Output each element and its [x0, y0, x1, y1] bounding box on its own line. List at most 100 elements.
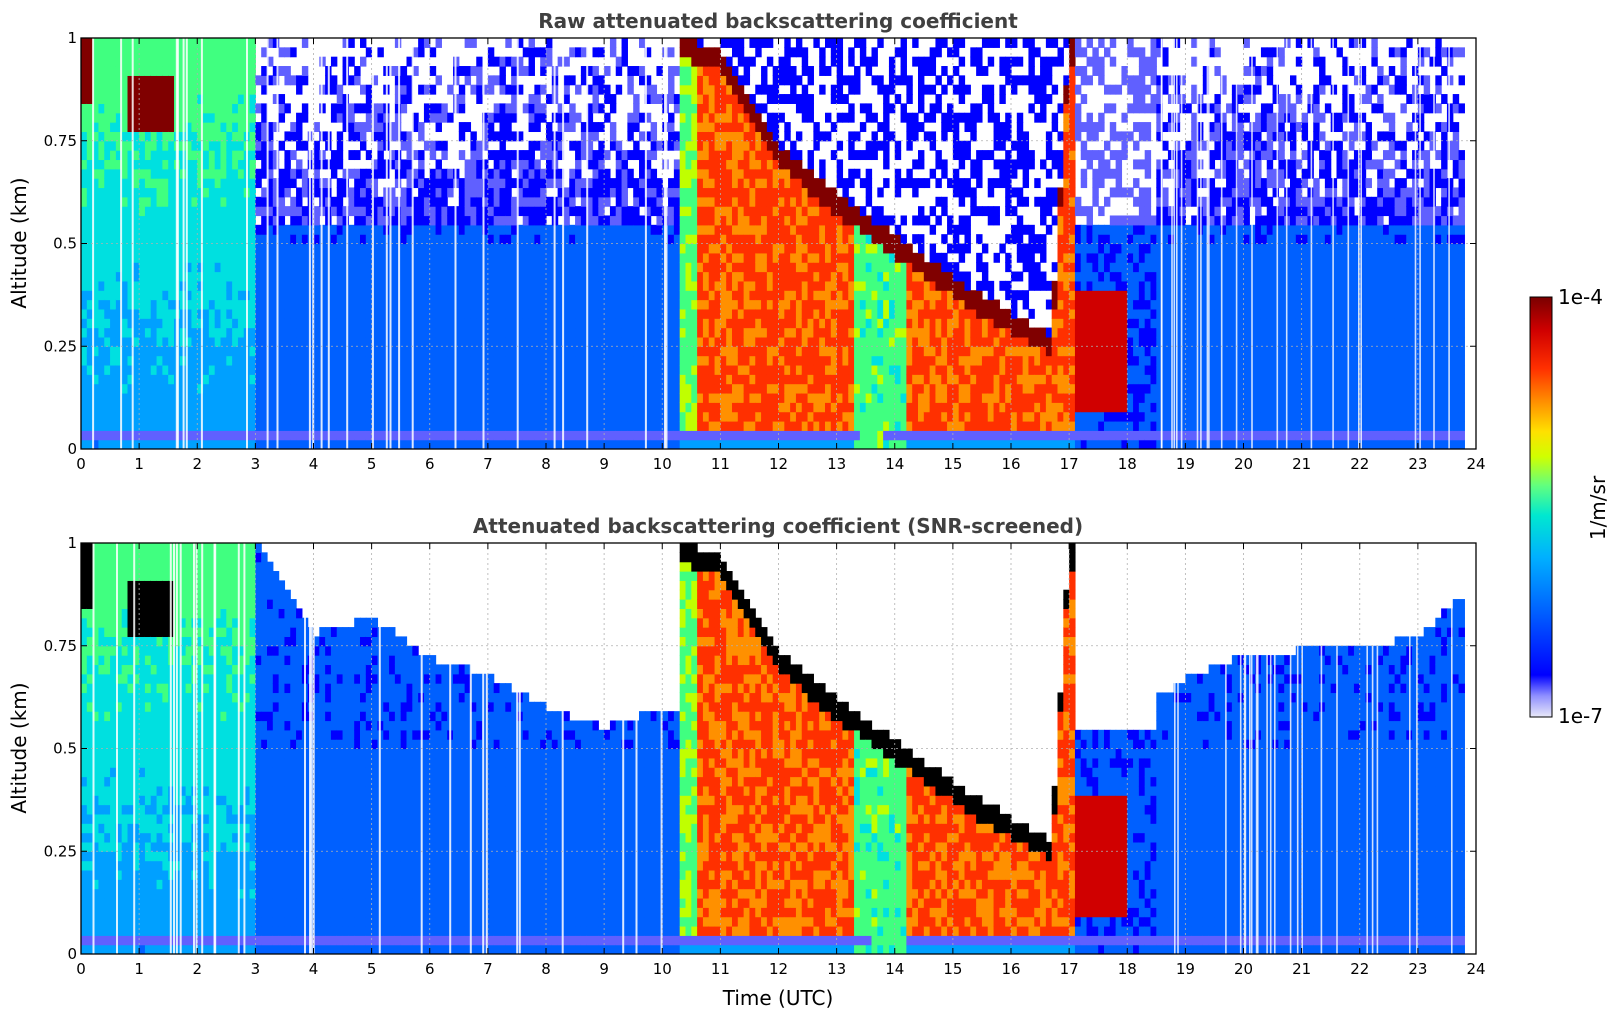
heatmap-cell: [819, 234, 826, 245]
heatmap-cell: [389, 402, 396, 413]
heatmap-cell: [92, 430, 100, 441]
heatmap-cell: [377, 420, 384, 431]
heatmap-cell: [720, 290, 727, 301]
heatmap-cell: [98, 299, 105, 310]
heatmap-cell: [470, 243, 477, 254]
heatmap-cell: [447, 252, 454, 263]
heatmap-cell: [144, 196, 152, 207]
heatmap-cell: [505, 84, 512, 95]
heatmap-cell: [284, 271, 291, 282]
heatmap-cell: [232, 299, 239, 310]
heatmap-cell: [214, 206, 222, 217]
heatmap-cell: [790, 355, 797, 366]
heatmap-cell: [732, 131, 739, 142]
heatmap-cell: [394, 224, 402, 235]
heatmap-cell: [156, 318, 163, 329]
heatmap-cell: [348, 122, 355, 133]
heatmap-cell: [249, 206, 256, 217]
heatmap-cell: [609, 215, 617, 226]
heatmap-cell: [144, 299, 152, 310]
heatmap-cell: [348, 252, 355, 263]
heatmap-cell: [110, 336, 117, 347]
heatmap-cell: [546, 178, 553, 189]
heatmap-cell: [557, 140, 565, 151]
heatmap-cell: [784, 234, 791, 245]
heatmap-cell: [360, 84, 367, 95]
heatmap-cell: [772, 187, 780, 198]
heatmap-cell: [772, 243, 780, 254]
heatmap-cell: [313, 346, 320, 357]
heatmap-cell: [429, 411, 437, 422]
heatmap-cell: [121, 439, 129, 449]
heatmap-cell: [755, 430, 762, 441]
heatmap-cell: [609, 178, 617, 189]
heatmap-cell: [778, 112, 785, 123]
heatmap-cell: [110, 430, 117, 441]
heatmap-cell: [203, 159, 210, 170]
heatmap-cell: [708, 252, 716, 263]
heatmap-cell: [673, 318, 681, 329]
heatmap-cell: [232, 38, 239, 48]
heatmap-cell: [261, 215, 268, 226]
heatmap-cell: [394, 66, 402, 76]
heatmap-cell: [464, 159, 472, 170]
heatmap-cell: [650, 327, 658, 338]
heatmap-cell: [801, 308, 809, 319]
heatmap-cell: [557, 383, 565, 394]
heatmap-cell: [330, 308, 338, 319]
heatmap-cell: [726, 84, 733, 95]
heatmap-cell: [150, 243, 158, 254]
heatmap-cell: [516, 336, 524, 347]
heatmap-cell: [586, 159, 594, 170]
heatmap-cell: [139, 271, 146, 282]
heatmap-cell: [575, 430, 582, 441]
heatmap-cell: [389, 392, 396, 403]
heatmap-cell: [784, 374, 791, 385]
heatmap-cell: [801, 56, 809, 67]
heatmap-cell: [819, 355, 826, 366]
heatmap-cell: [528, 168, 535, 179]
heatmap-cell: [499, 150, 506, 161]
heatmap-cell: [580, 364, 588, 375]
heatmap-cell: [208, 308, 216, 319]
heatmap-cell: [278, 327, 286, 338]
heatmap-cell: [139, 150, 146, 161]
heatmap-cell: [255, 131, 262, 142]
heatmap-cell: [534, 318, 541, 329]
heatmap-cell: [435, 112, 442, 123]
heatmap-cell: [586, 66, 594, 76]
heatmap-cell: [615, 66, 623, 76]
heatmap-cell: [255, 327, 262, 338]
heatmap-cell: [766, 383, 774, 394]
heatmap-cell: [133, 374, 140, 385]
heatmap-cell: [150, 215, 158, 226]
heatmap-cell: [389, 280, 396, 291]
heatmap-cell: [162, 355, 169, 366]
heatmap-cell: [784, 168, 791, 179]
heatmap-cell: [139, 234, 146, 245]
heatmap-cell: [197, 112, 204, 123]
heatmap-cell: [441, 383, 448, 394]
heatmap-cell: [714, 187, 721, 198]
heatmap-cell: [284, 374, 291, 385]
heatmap-cell: [516, 383, 524, 394]
heatmap-cell: [755, 336, 762, 347]
heatmap-cell: [377, 47, 384, 58]
heatmap-cell: [458, 103, 466, 114]
heatmap-cell: [301, 280, 309, 291]
heatmap-cell: [772, 84, 780, 95]
heatmap-cell: [127, 383, 134, 394]
heatmap-cell: [435, 75, 442, 86]
heatmap-cell: [110, 280, 117, 291]
heatmap-cell: [702, 75, 710, 86]
heatmap-cell: [272, 75, 280, 86]
heatmap-cell: [447, 187, 454, 198]
heatmap-cell: [139, 318, 146, 329]
heatmap-cell: [546, 364, 553, 375]
heatmap-cell: [679, 271, 687, 282]
heatmap-cell: [685, 196, 692, 207]
heatmap-cell: [214, 364, 222, 375]
heatmap-cell: [197, 56, 204, 67]
heatmap-cell: [429, 215, 437, 226]
heatmap-cell: [772, 374, 780, 385]
